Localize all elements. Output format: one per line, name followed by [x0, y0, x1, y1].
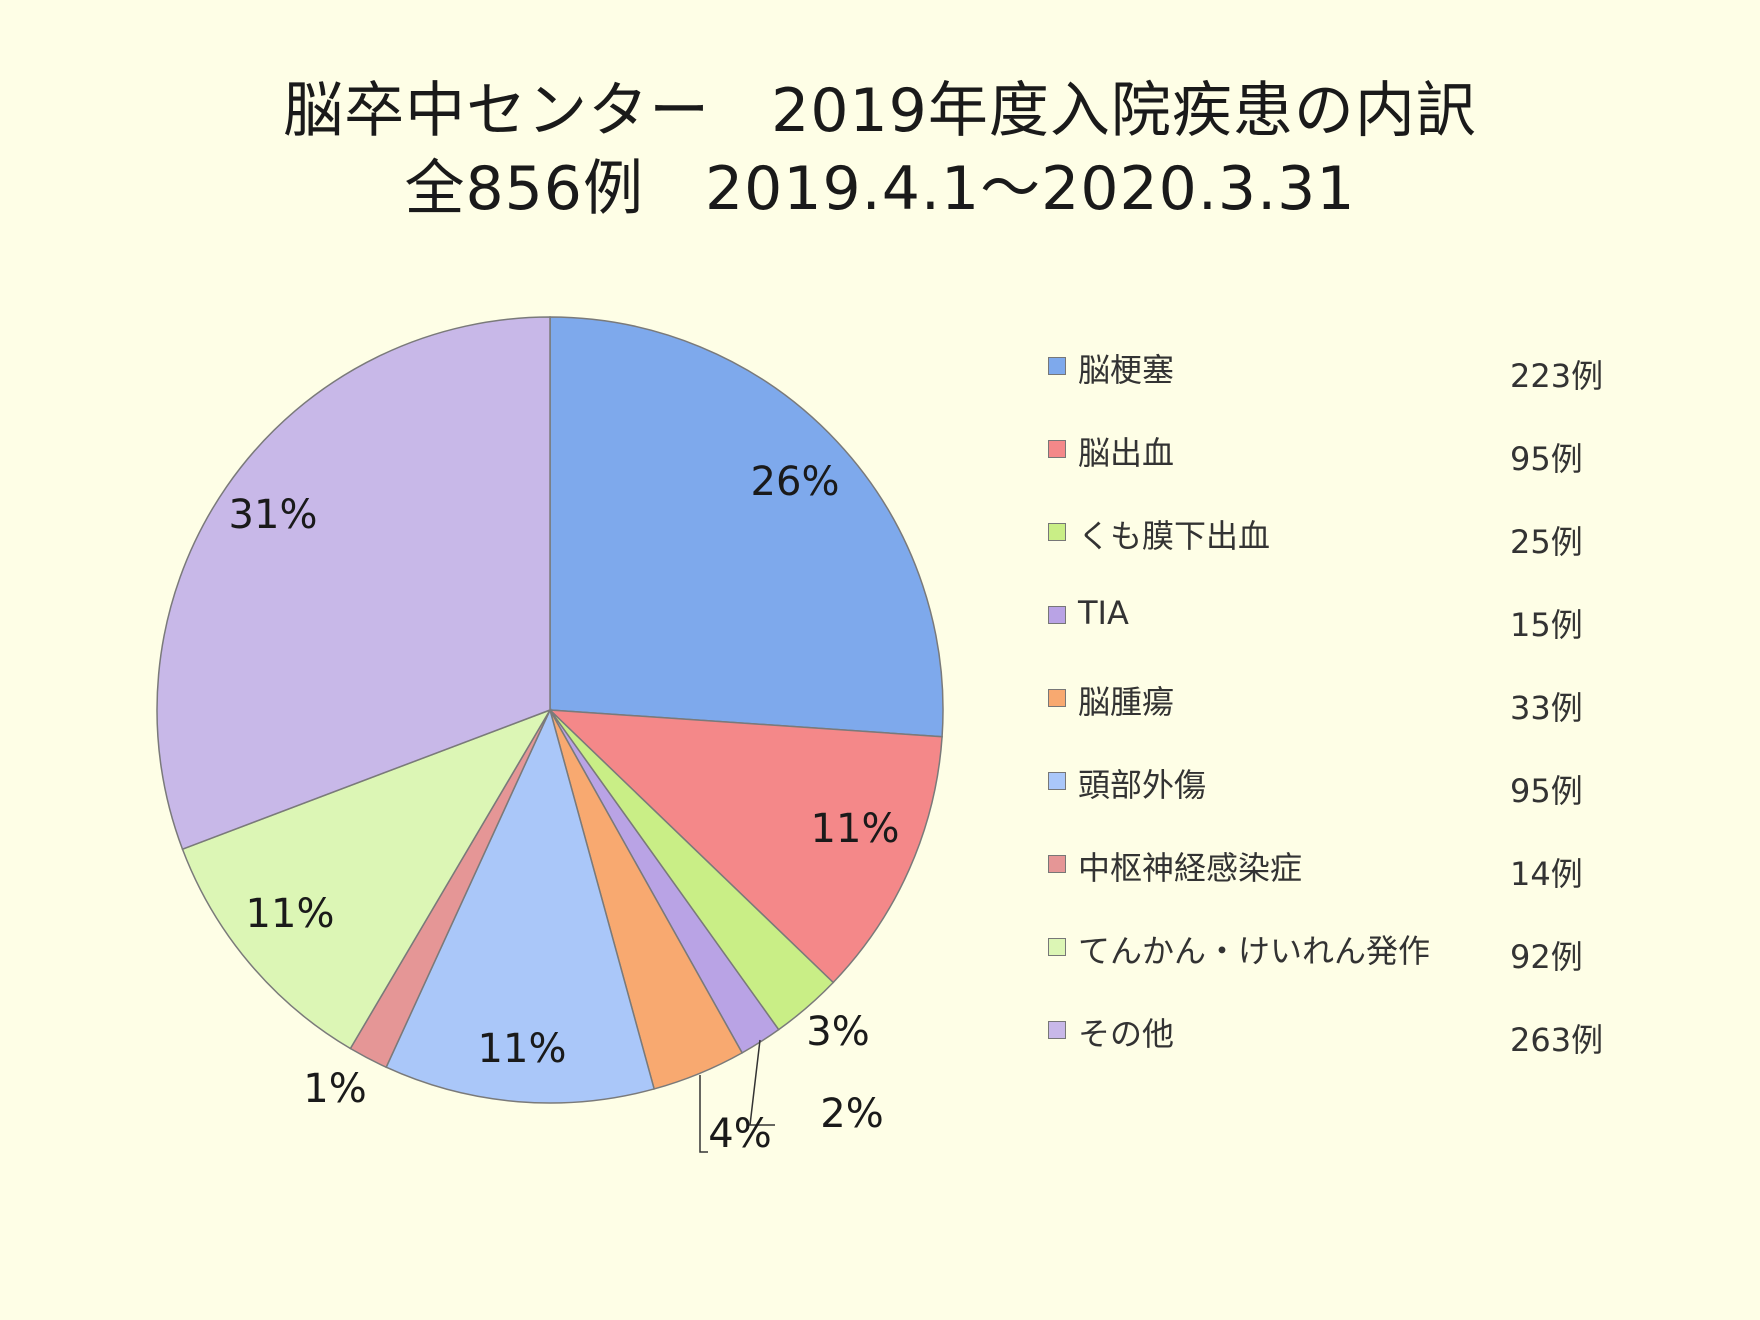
legend-swatch — [1048, 1021, 1066, 1039]
legend-count: 15例 — [1510, 606, 1583, 644]
chart-title: 脳卒中センター 2019年度入院疾患の内訳 — [283, 76, 1477, 146]
data-label: 11% — [478, 1026, 567, 1072]
data-label: 26% — [751, 459, 840, 505]
legend-label: 脳腫瘍 — [1078, 683, 1175, 721]
legend-count: 14例 — [1510, 855, 1583, 893]
legend-swatch — [1048, 440, 1066, 458]
legend-swatch — [1048, 357, 1066, 375]
pie-slice — [181, 708, 552, 1050]
pie-slice — [549, 316, 944, 738]
legend-count: 92例 — [1510, 938, 1583, 976]
chart-subtitle: 全856例 2019.4.1～2020.3.31 — [404, 154, 1356, 224]
data-label: 11% — [811, 806, 900, 852]
legend-swatch — [1048, 689, 1066, 707]
data-label: 31% — [229, 492, 318, 538]
leader-line — [749, 1039, 775, 1126]
legend-swatch — [1048, 523, 1066, 541]
legend-label: 中枢神経感染症 — [1078, 849, 1303, 887]
data-label: 4% — [708, 1111, 771, 1157]
legend-swatch — [1048, 772, 1066, 790]
data-label: 1% — [303, 1066, 366, 1112]
pie-slice — [385, 707, 656, 1104]
legend-count: 25例 — [1510, 523, 1583, 561]
legend-label: 脳梗塞 — [1078, 351, 1175, 389]
legend-count: 95例 — [1510, 772, 1583, 810]
pie-slice — [156, 316, 551, 851]
legend-label: 脳出血 — [1078, 434, 1175, 472]
legend-swatch — [1048, 938, 1066, 956]
legend-label: くも膜下出血 — [1078, 517, 1271, 555]
legend-label: 頭部外傷 — [1078, 766, 1207, 804]
legend-swatch — [1048, 606, 1066, 624]
data-label: 2% — [820, 1091, 883, 1137]
legend-swatch — [1048, 855, 1066, 873]
pie-slice — [547, 709, 943, 984]
legend-label: その他 — [1078, 1015, 1175, 1053]
legend-count: 223例 — [1510, 357, 1604, 395]
data-label: 11% — [246, 891, 335, 937]
data-label: 3% — [806, 1009, 869, 1055]
leader-line — [699, 1075, 708, 1153]
legend-count: 263例 — [1510, 1021, 1604, 1059]
legend-count: 33例 — [1510, 689, 1583, 727]
legend-count: 95例 — [1510, 440, 1583, 478]
legend-label: TIA — [1078, 594, 1129, 632]
legend-label: てんかん・けいれん発作 — [1078, 932, 1431, 970]
